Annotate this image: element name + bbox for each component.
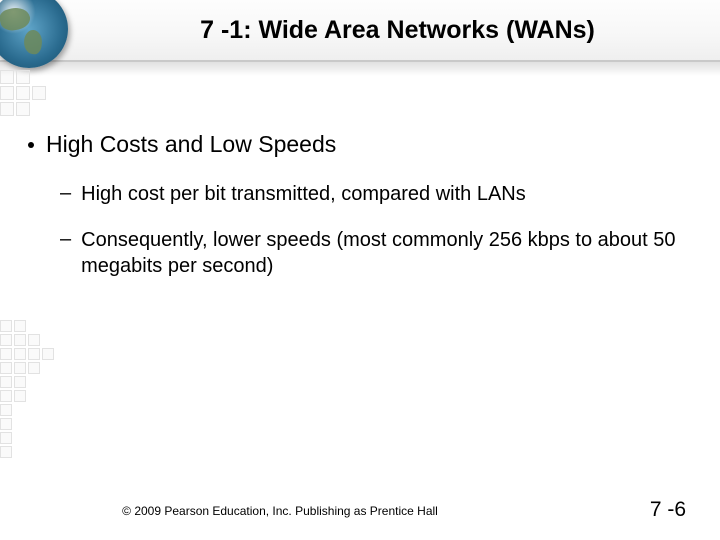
bullet-dot-icon — [28, 142, 34, 148]
page-number: 7 -6 — [650, 498, 686, 522]
bullet-dash-icon: – — [60, 182, 71, 205]
grid-decoration-bottom — [0, 320, 90, 490]
bullet-dash-icon: – — [60, 228, 71, 251]
header-shadow — [0, 62, 720, 76]
bullet-main-text: High Costs and Low Speeds — [46, 130, 336, 159]
content-area: High Costs and Low Speeds – High cost pe… — [28, 130, 692, 299]
globe-icon — [0, 0, 68, 68]
footer-copyright: © 2009 Pearson Education, Inc. Publishin… — [0, 504, 560, 518]
bullet-sub-text: Consequently, lower speeds (most commonl… — [81, 227, 692, 279]
slide-title: 7 -1: Wide Area Networks (WANs) — [95, 16, 700, 45]
bullet-main: High Costs and Low Speeds — [28, 130, 692, 159]
globe-decoration — [0, 0, 68, 68]
bullet-sub: – High cost per bit transmitted, compare… — [60, 181, 692, 207]
bullet-sub: – Consequently, lower speeds (most commo… — [60, 227, 692, 279]
bullet-sub-text: High cost per bit transmitted, compared … — [81, 181, 526, 207]
